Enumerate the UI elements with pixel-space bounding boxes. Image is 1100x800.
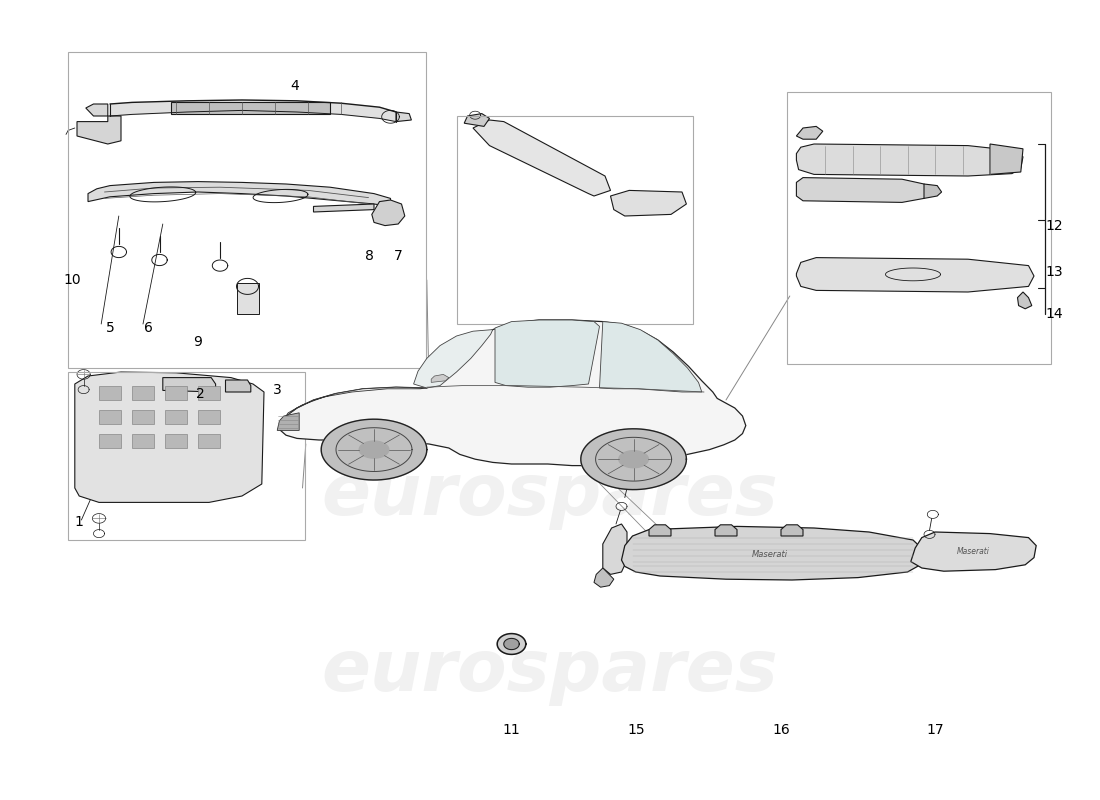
Polygon shape [504, 638, 519, 650]
Polygon shape [280, 320, 746, 466]
Text: 9: 9 [194, 335, 202, 350]
Bar [68, 52, 426, 368]
Polygon shape [314, 204, 374, 212]
Bar [456, 116, 693, 324]
Text: 11: 11 [503, 723, 520, 738]
Bar [786, 92, 1050, 364]
Text: 14: 14 [1045, 306, 1063, 321]
Text: 4: 4 [290, 79, 299, 94]
Polygon shape [911, 532, 1036, 571]
Bar [198, 386, 220, 400]
Polygon shape [396, 112, 411, 122]
Text: 3: 3 [273, 383, 282, 398]
Text: 10: 10 [64, 273, 81, 287]
Bar [165, 410, 187, 424]
Bar [165, 386, 187, 400]
Text: Maserati: Maserati [957, 546, 990, 556]
Polygon shape [163, 378, 216, 392]
Text: 6: 6 [144, 321, 153, 335]
Polygon shape [464, 114, 490, 126]
Polygon shape [1018, 292, 1032, 309]
Polygon shape [990, 144, 1023, 174]
Bar [236, 283, 258, 314]
Bar [99, 434, 121, 448]
Polygon shape [781, 525, 803, 536]
Polygon shape [497, 634, 526, 654]
Text: 12: 12 [1045, 218, 1063, 233]
Polygon shape [621, 526, 924, 580]
Polygon shape [715, 525, 737, 536]
Polygon shape [77, 116, 121, 144]
Text: eurospares: eurospares [321, 462, 779, 530]
Polygon shape [796, 126, 823, 139]
Polygon shape [110, 100, 396, 122]
Text: 2: 2 [196, 386, 205, 401]
Polygon shape [170, 102, 330, 114]
Text: 1: 1 [75, 515, 84, 530]
Text: 8: 8 [365, 249, 374, 263]
Polygon shape [796, 258, 1034, 292]
Polygon shape [226, 380, 251, 392]
Polygon shape [321, 419, 427, 480]
Polygon shape [924, 184, 942, 198]
Text: 16: 16 [772, 723, 790, 738]
Polygon shape [796, 178, 930, 202]
Bar [198, 434, 220, 448]
Polygon shape [495, 320, 600, 387]
Polygon shape [649, 525, 671, 536]
Text: 15: 15 [627, 723, 645, 738]
Polygon shape [603, 524, 627, 574]
Polygon shape [600, 322, 702, 392]
Text: 7: 7 [394, 249, 403, 263]
Text: 5: 5 [106, 321, 114, 335]
Polygon shape [75, 372, 264, 502]
Text: Maserati: Maserati [752, 550, 788, 559]
Polygon shape [473, 120, 610, 196]
Bar [132, 386, 154, 400]
Polygon shape [280, 387, 427, 426]
Bar [68, 372, 305, 540]
Polygon shape [619, 450, 648, 468]
Polygon shape [277, 413, 299, 430]
Text: 17: 17 [926, 723, 944, 738]
Polygon shape [796, 144, 1023, 176]
Bar [132, 434, 154, 448]
Text: eurospares: eurospares [321, 638, 779, 706]
Text: 13: 13 [1045, 265, 1063, 279]
Bar [132, 410, 154, 424]
Polygon shape [431, 374, 449, 382]
Bar [99, 410, 121, 424]
Polygon shape [581, 429, 686, 490]
Polygon shape [610, 190, 686, 216]
Polygon shape [594, 568, 614, 587]
Polygon shape [360, 441, 388, 458]
Bar [99, 386, 121, 400]
Polygon shape [372, 200, 405, 226]
Polygon shape [88, 182, 390, 206]
Polygon shape [414, 330, 493, 388]
Bar [198, 410, 220, 424]
Bar [165, 434, 187, 448]
Polygon shape [86, 104, 108, 116]
